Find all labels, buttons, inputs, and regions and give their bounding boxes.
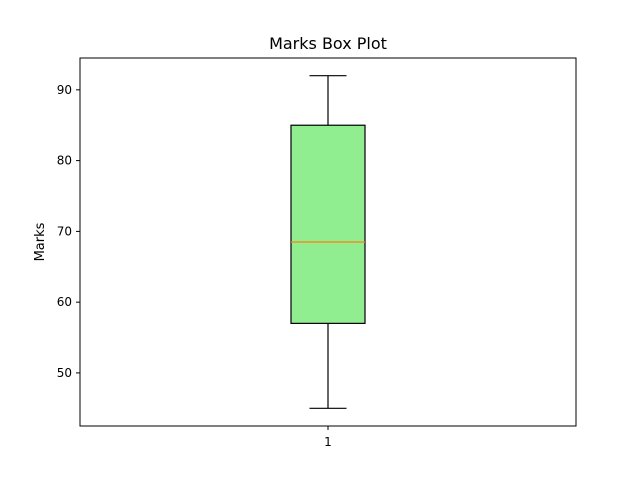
y-tick-label: 80: [57, 154, 72, 168]
plot-area: 50 60 70 80 90 1: [57, 57, 577, 449]
x-tick-label: 1: [324, 435, 332, 449]
y-tick-label: 60: [57, 295, 72, 309]
y-tick-label: 70: [57, 224, 72, 238]
y-tick-label: 90: [57, 83, 72, 97]
iqr-box: [290, 124, 366, 324]
y-tick-label: 50: [57, 366, 72, 380]
y-axis-label: Marks: [33, 222, 48, 261]
chart-title: Marks Box Plot: [269, 34, 387, 53]
